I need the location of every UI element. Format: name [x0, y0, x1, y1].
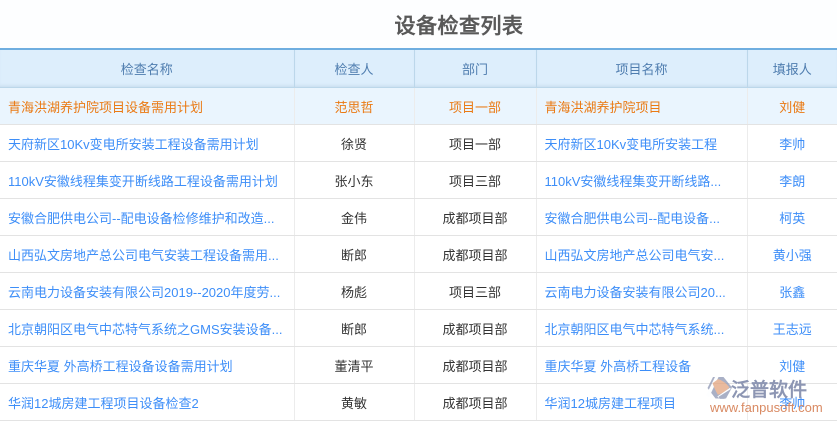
svg-text:泛普软件: 泛普软件	[731, 378, 807, 401]
svg-text:www.fanpusoft.com: www.fanpusoft.com	[709, 400, 823, 415]
